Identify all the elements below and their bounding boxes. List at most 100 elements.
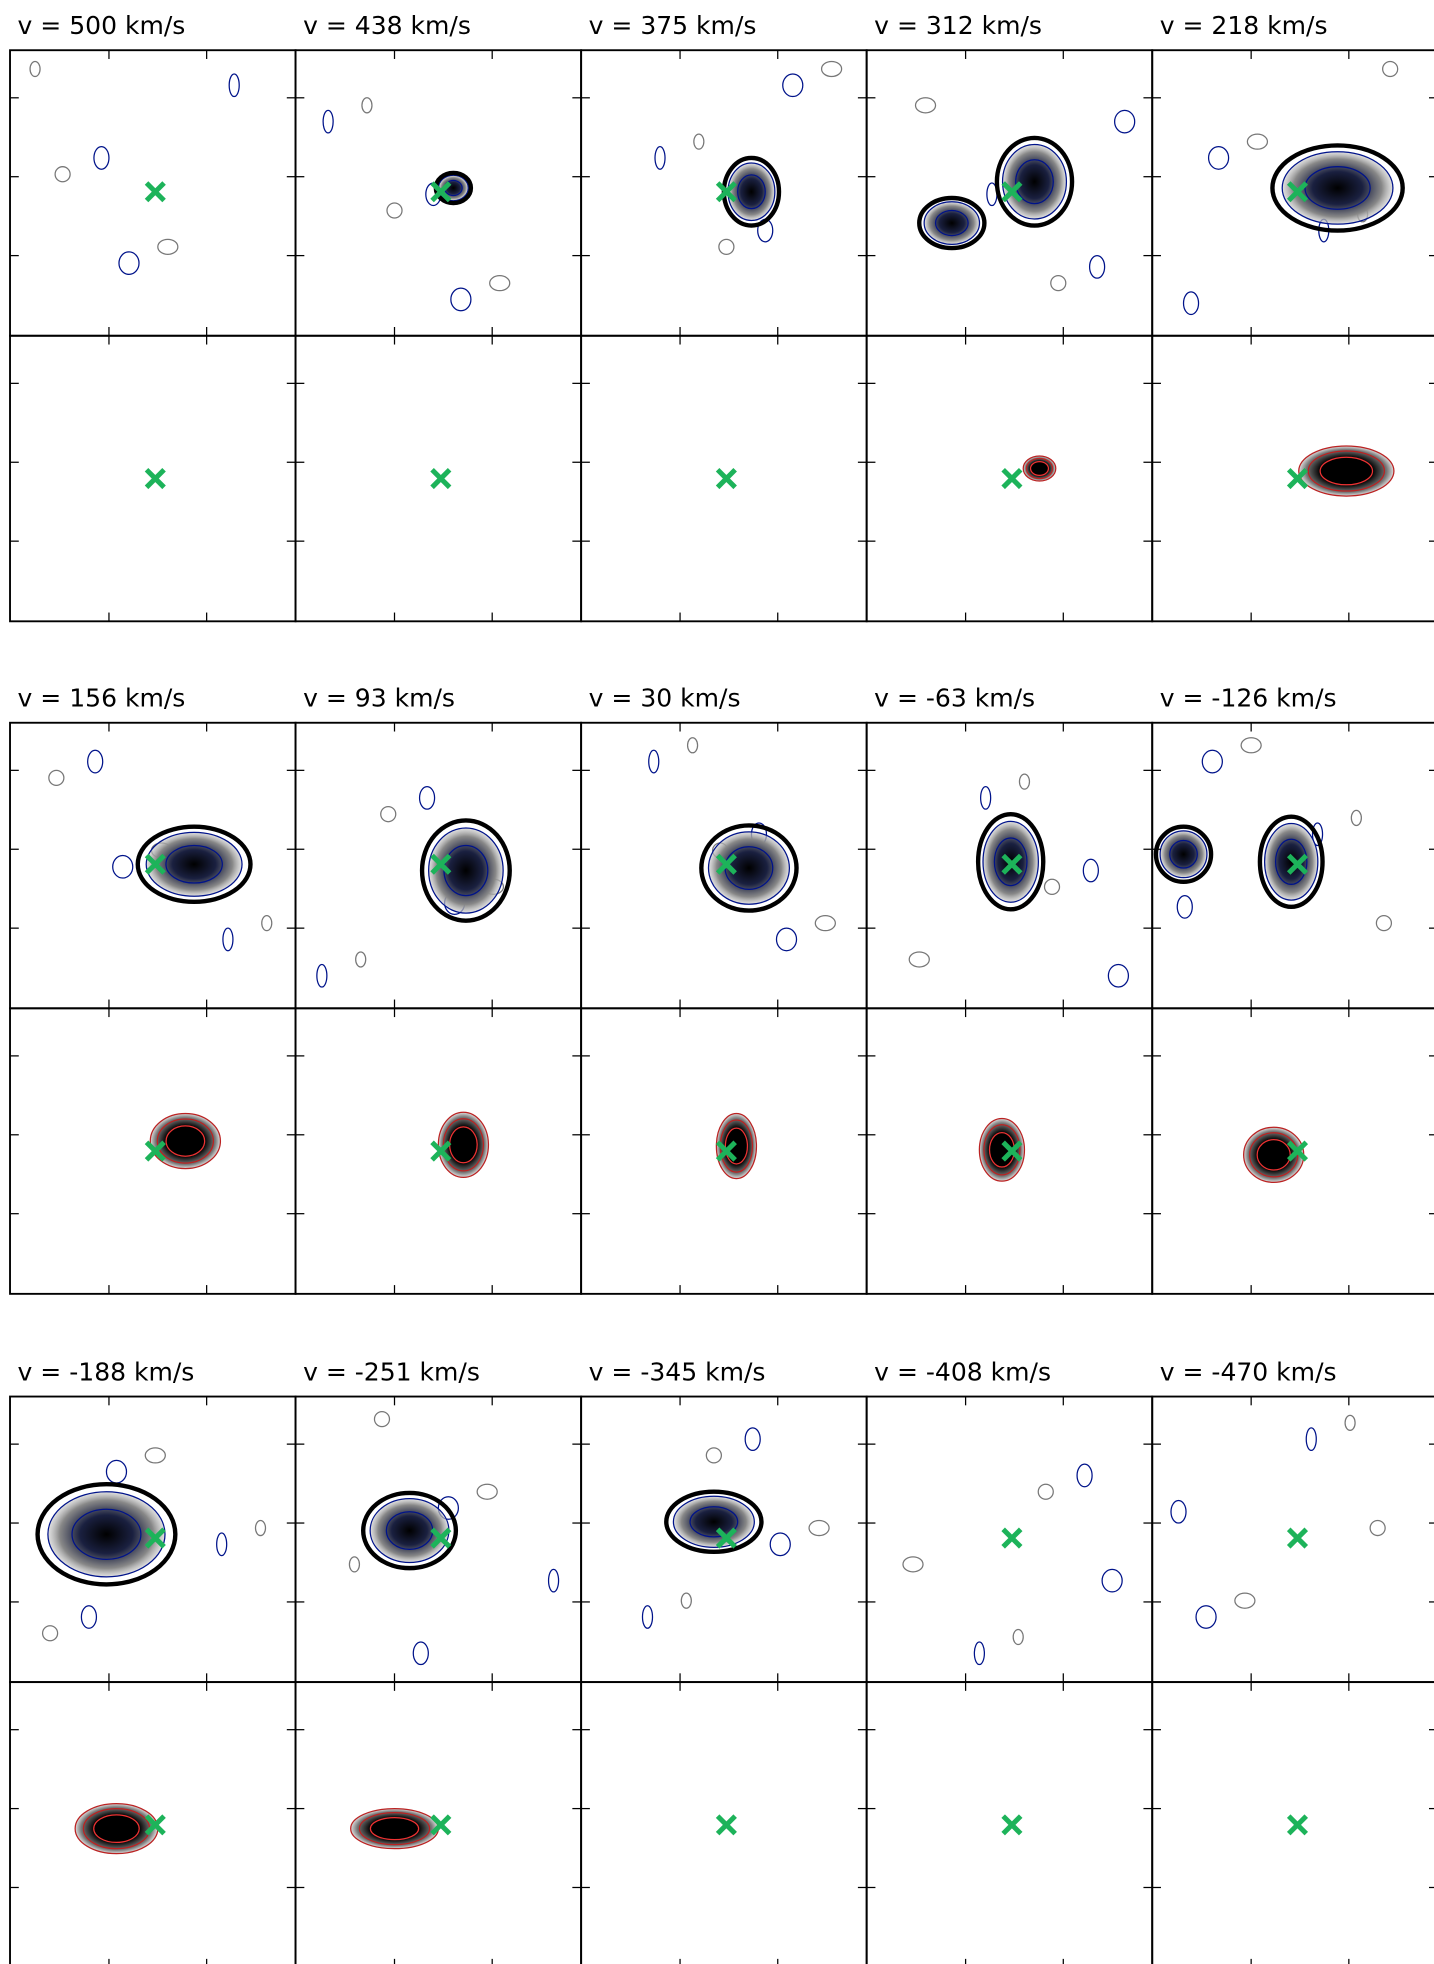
velocity-label: v = 156 km/s bbox=[18, 683, 186, 712]
inner-contour bbox=[689, 1506, 739, 1538]
noise-contour bbox=[686, 737, 699, 754]
source-marker bbox=[430, 467, 452, 490]
noise-contour bbox=[680, 1592, 692, 1609]
model-emission bbox=[1022, 455, 1057, 482]
source-marker bbox=[1001, 1527, 1023, 1549]
noise-contour bbox=[322, 109, 334, 134]
source-marker bbox=[1001, 853, 1023, 875]
source-marker bbox=[715, 1527, 737, 1549]
noise-contour bbox=[820, 60, 843, 78]
noise-contour bbox=[373, 1410, 391, 1428]
model-emission bbox=[1298, 445, 1395, 497]
inner-contour bbox=[737, 174, 766, 210]
noise-contour bbox=[648, 749, 660, 774]
noise-contour bbox=[105, 1459, 128, 1484]
source-marker bbox=[430, 853, 452, 875]
model-contour bbox=[369, 1816, 420, 1841]
inner-contour bbox=[71, 1508, 142, 1560]
noise-contour bbox=[93, 146, 110, 170]
noise-contour bbox=[902, 1556, 924, 1573]
model-contour bbox=[442, 1118, 485, 1172]
noise-contour bbox=[380, 806, 397, 823]
noise-contour bbox=[1043, 878, 1061, 895]
noise-contour bbox=[112, 854, 134, 879]
source-marker bbox=[1001, 1814, 1023, 1836]
noise-contour bbox=[782, 73, 804, 98]
velocity-label: v = -126 km/s bbox=[1160, 683, 1337, 712]
source-marker bbox=[430, 1814, 452, 1836]
velocity-label: v = 30 km/s bbox=[589, 683, 741, 712]
source-marker bbox=[144, 1527, 166, 1549]
source-marker bbox=[1286, 181, 1309, 203]
model-emission bbox=[437, 1111, 490, 1179]
noise-contour bbox=[1082, 858, 1099, 883]
noise-contour bbox=[1182, 291, 1200, 316]
model-contour bbox=[1029, 461, 1050, 477]
panel-frame bbox=[1151, 1007, 1434, 1295]
noise-contour bbox=[1012, 1628, 1024, 1646]
noise-contour bbox=[1195, 1605, 1217, 1629]
detection-contour bbox=[1153, 824, 1214, 884]
noise-contour bbox=[769, 1532, 791, 1557]
noise-contour bbox=[157, 238, 179, 255]
detection-contour bbox=[419, 818, 512, 923]
source-marker bbox=[1286, 1140, 1309, 1162]
observed-emission bbox=[672, 1495, 755, 1548]
source-marker bbox=[144, 181, 166, 203]
model-contour bbox=[983, 1124, 1021, 1176]
noise-contour bbox=[547, 1568, 560, 1593]
noise-contour bbox=[386, 202, 403, 219]
inner-contour bbox=[1304, 166, 1371, 210]
source-marker bbox=[715, 181, 737, 203]
noise-contour bbox=[1037, 1483, 1054, 1500]
noise-contour bbox=[744, 1427, 761, 1452]
source-marker bbox=[715, 467, 737, 490]
velocity-label: v = 500 km/s bbox=[18, 11, 186, 40]
noise-contour bbox=[48, 769, 65, 786]
detection-contour bbox=[35, 1482, 178, 1587]
panel-frame bbox=[1151, 1681, 1434, 1964]
noise-contour bbox=[450, 287, 472, 312]
noise-contour bbox=[654, 146, 666, 170]
source-marker bbox=[1286, 1527, 1309, 1549]
noise-contour bbox=[1101, 1568, 1123, 1593]
noise-contour bbox=[222, 927, 234, 952]
source-marker bbox=[144, 467, 166, 490]
noise-contour bbox=[476, 1483, 498, 1500]
noise-contour bbox=[1240, 737, 1262, 754]
source-marker bbox=[715, 853, 737, 875]
velocity-label: v = -251 km/s bbox=[303, 1357, 480, 1386]
noise-contour bbox=[980, 785, 992, 810]
detection-contour bbox=[361, 1490, 459, 1571]
noise-contour bbox=[775, 927, 798, 952]
noise-contour bbox=[361, 97, 373, 114]
noise-contour bbox=[1176, 894, 1193, 919]
source-marker bbox=[430, 1527, 452, 1549]
detection-contour bbox=[699, 823, 799, 913]
model-contour bbox=[724, 1127, 749, 1165]
noise-contour bbox=[1305, 1427, 1317, 1452]
noise-contour bbox=[80, 1605, 98, 1629]
observed-emission bbox=[47, 1491, 166, 1578]
observed-emission bbox=[1281, 151, 1394, 225]
source-marker bbox=[1001, 467, 1023, 490]
noise-contour bbox=[1114, 109, 1136, 134]
noise-contour bbox=[1207, 146, 1230, 170]
inner-contour bbox=[1169, 839, 1198, 869]
velocity-label: v = -408 km/s bbox=[874, 1357, 1051, 1386]
noise-contour bbox=[316, 963, 328, 988]
source-marker bbox=[144, 1814, 166, 1836]
model-contour bbox=[165, 1125, 206, 1157]
source-marker bbox=[1286, 467, 1309, 490]
noise-contour bbox=[1344, 1414, 1356, 1431]
observed-emission bbox=[1001, 143, 1068, 220]
noise-contour bbox=[144, 1447, 166, 1464]
source-marker bbox=[430, 1140, 452, 1162]
noise-contour bbox=[1018, 773, 1031, 790]
noise-contour bbox=[1382, 60, 1399, 78]
source-marker bbox=[1001, 181, 1023, 203]
noise-contour bbox=[489, 275, 511, 292]
model-contour bbox=[156, 1118, 215, 1164]
source-marker bbox=[144, 853, 166, 875]
